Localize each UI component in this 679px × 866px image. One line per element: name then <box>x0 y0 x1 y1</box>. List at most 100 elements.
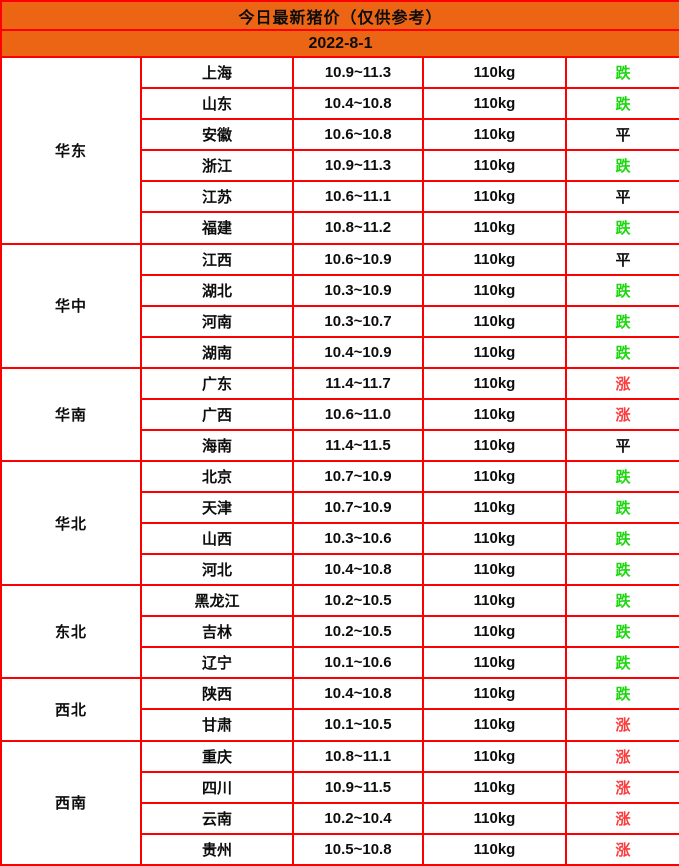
price-cell: 10.8~11.1 <box>292 739 424 773</box>
price-cell: 10.9~11.3 <box>292 149 424 183</box>
weight-cell: 110kg <box>422 56 567 90</box>
price-cell: 10.9~11.5 <box>292 770 424 804</box>
province-cell: 黑龙江 <box>140 584 294 618</box>
weight-cell: 110kg <box>422 646 567 680</box>
province-cell: 福建 <box>140 211 294 245</box>
table-row: 吉林 10.2~10.5 110kg 跌 <box>1 615 679 649</box>
trend-cell: 跌 <box>565 553 679 587</box>
weight-cell: 110kg <box>422 118 567 152</box>
weight-cell: 110kg <box>422 428 567 462</box>
table-row: 湖北 10.3~10.9 110kg 跌 <box>1 273 679 307</box>
trend-cell: 涨 <box>565 832 679 866</box>
province-cell: 湖北 <box>140 273 294 307</box>
province-cell: 山东 <box>140 87 294 121</box>
price-cell: 10.6~10.8 <box>292 118 424 152</box>
trend-cell: 跌 <box>565 646 679 680</box>
weight-cell: 110kg <box>422 304 567 338</box>
trend-cell: 平 <box>565 118 679 152</box>
weight-cell: 110kg <box>422 242 567 276</box>
price-cell: 10.1~10.5 <box>292 708 424 742</box>
province-cell: 北京 <box>140 459 294 494</box>
price-cell: 10.7~10.9 <box>292 459 424 494</box>
trend-cell: 涨 <box>565 397 679 431</box>
table-row: 甘肃 10.1~10.5 110kg 涨 <box>1 708 679 742</box>
table-row: 湖南 10.4~10.9 110kg 跌 <box>1 335 679 369</box>
price-cell: 11.4~11.5 <box>292 428 424 462</box>
table-row: 天津 10.7~10.9 110kg 跌 <box>1 490 679 525</box>
trend-cell: 跌 <box>565 56 679 90</box>
table-row: 云南 10.2~10.4 110kg 涨 <box>1 801 679 835</box>
trend-cell: 跌 <box>565 615 679 649</box>
price-cell: 10.4~10.8 <box>292 87 424 121</box>
trend-cell: 涨 <box>565 801 679 835</box>
province-cell: 广西 <box>140 397 294 431</box>
weight-cell: 110kg <box>422 366 567 400</box>
weight-cell: 110kg <box>422 211 567 245</box>
trend-cell: 跌 <box>565 304 679 338</box>
table-row: 贵州 10.5~10.8 110kg 涨 <box>1 832 679 866</box>
table-row: 华南 广东 11.4~11.7 110kg 涨 <box>0 366 679 462</box>
trend-cell: 跌 <box>565 459 679 494</box>
price-cell: 10.3~10.9 <box>292 273 424 307</box>
province-cell: 甘肃 <box>140 708 294 742</box>
region-cell: 华中 <box>0 242 142 369</box>
weight-cell: 110kg <box>422 335 567 369</box>
table-row: 西北 陕西 10.4~10.8 110kg 跌 <box>0 677 679 742</box>
table-row: 河南 10.3~10.7 110kg 跌 <box>1 304 679 338</box>
price-cell: 10.4~10.8 <box>292 553 424 587</box>
table-row: 四川 10.9~11.5 110kg 涨 <box>1 770 679 804</box>
price-cell: 10.3~10.7 <box>292 304 424 338</box>
trend-cell: 平 <box>565 180 679 214</box>
table-row: 山西 10.3~10.6 110kg 跌 <box>1 522 679 556</box>
province-cell: 江西 <box>140 242 294 276</box>
table-row: 辽宁 10.1~10.6 110kg 跌 <box>1 646 679 680</box>
province-cell: 江苏 <box>140 180 294 214</box>
province-cell: 辽宁 <box>140 646 294 680</box>
province-cell: 湖南 <box>140 335 294 369</box>
price-cell: 10.8~11.2 <box>292 211 424 245</box>
table-row: 华北 北京 10.7~10.9 110kg 跌 <box>0 459 679 587</box>
province-cell: 天津 <box>140 490 294 525</box>
table-row: 东北 黑龙江 10.2~10.5 110kg 跌 <box>0 584 679 680</box>
trend-cell: 跌 <box>565 211 679 245</box>
weight-cell: 110kg <box>422 801 567 835</box>
weight-cell: 110kg <box>422 584 567 618</box>
date-label: 2022-8-1 <box>0 29 679 59</box>
trend-cell: 跌 <box>565 87 679 121</box>
province-cell: 安徽 <box>140 118 294 152</box>
price-cell: 10.3~10.6 <box>292 522 424 556</box>
trend-cell: 跌 <box>565 149 679 183</box>
price-cell: 11.4~11.7 <box>292 366 424 400</box>
title-row: 今日最新猪价（仅供参考） <box>0 0 679 32</box>
province-cell: 重庆 <box>140 739 294 773</box>
trend-cell: 平 <box>565 242 679 276</box>
price-cell: 10.9~11.3 <box>292 56 424 90</box>
province-cell: 广东 <box>140 366 294 400</box>
table-row: 华东 上海 10.9~11.3 110kg 跌 <box>0 56 679 245</box>
table-row: 福建 10.8~11.2 110kg 跌 <box>1 211 679 245</box>
weight-cell: 110kg <box>422 553 567 587</box>
trend-cell: 跌 <box>565 522 679 556</box>
trend-cell: 涨 <box>565 770 679 804</box>
province-cell: 陕西 <box>140 677 294 711</box>
table-row: 浙江 10.9~11.3 110kg 跌 <box>1 149 679 183</box>
trend-cell: 涨 <box>565 366 679 400</box>
table-row: 西南 重庆 10.8~11.1 110kg 涨 <box>0 739 679 866</box>
price-cell: 10.6~11.1 <box>292 180 424 214</box>
trend-cell: 跌 <box>565 584 679 618</box>
province-cell: 四川 <box>140 770 294 804</box>
date-row: 2022-8-1 <box>0 29 679 59</box>
price-cell: 10.2~10.5 <box>292 615 424 649</box>
trend-cell: 涨 <box>565 739 679 773</box>
weight-cell: 110kg <box>422 739 567 773</box>
table-row: 江苏 10.6~11.1 110kg 平 <box>1 180 679 214</box>
region-cell: 东北 <box>0 584 142 680</box>
province-cell: 河南 <box>140 304 294 338</box>
region-cell: 华北 <box>0 459 142 587</box>
trend-cell: 跌 <box>565 273 679 307</box>
table-row: 安徽 10.6~10.8 110kg 平 <box>1 118 679 152</box>
weight-cell: 110kg <box>422 677 567 711</box>
